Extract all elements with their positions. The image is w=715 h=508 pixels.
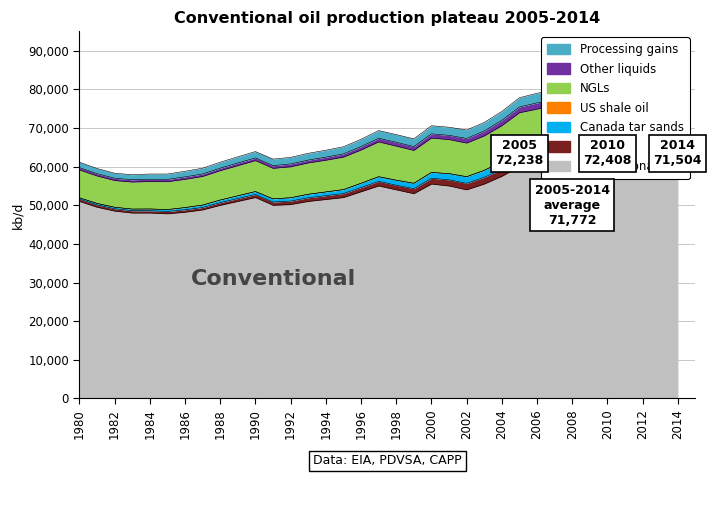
Legend: Processing gains, Other liquids, NGLs, US shale oil, Canada tar sands, Orinoco, : Processing gains, Other liquids, NGLs, U… <box>541 38 689 179</box>
Text: Data: EIA, PDVSA, CAPP: Data: EIA, PDVSA, CAPP <box>313 454 462 467</box>
Text: 2014
71,504: 2014 71,504 <box>654 139 702 167</box>
Text: 2010
72,408: 2010 72,408 <box>583 139 631 167</box>
Text: 2005-2014
average
71,772: 2005-2014 average 71,772 <box>535 184 610 227</box>
Title: Conventional oil production plateau 2005-2014: Conventional oil production plateau 2005… <box>174 11 601 26</box>
Text: 2005
72,238: 2005 72,238 <box>495 139 543 167</box>
Text: Conventional: Conventional <box>190 269 355 289</box>
Y-axis label: kb/d: kb/d <box>11 201 24 229</box>
